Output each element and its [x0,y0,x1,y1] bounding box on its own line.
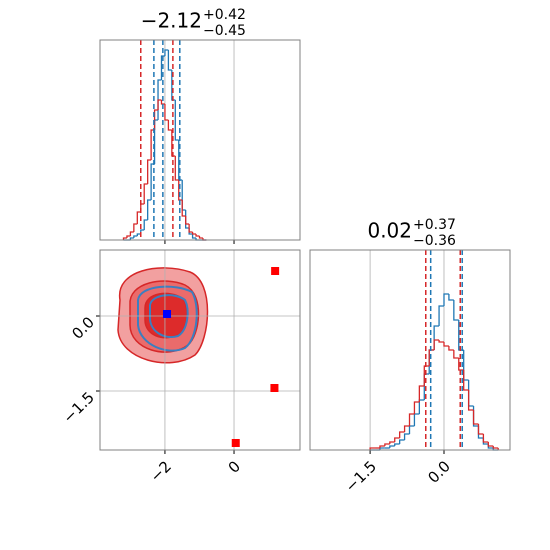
hist-step [188,224,193,233]
title-value: 0.02 [367,219,412,243]
hist-step [167,50,172,71]
hist-step [389,445,395,448]
x-tick-label: −1.5 [342,457,380,495]
hist-step [147,199,152,220]
y-tick-label: −1.5 [60,388,98,426]
hist-step [433,339,440,350]
hist-step [157,99,162,110]
hist-step [482,438,489,445]
hist-step [487,442,494,447]
hist-step [403,425,410,432]
hist-step [428,349,435,366]
hist-step [174,156,179,181]
hist-step [482,434,489,443]
hist-step [438,305,444,326]
hist-step [467,380,474,407]
hist-step [394,437,400,442]
hist-step [164,104,169,121]
hist-step [477,426,484,439]
hist-step [399,431,405,438]
hist-step [472,406,479,427]
hist-step [423,365,430,386]
hist-step [413,401,420,414]
hist-step [384,443,390,446]
hist-step [448,346,454,351]
hist-step [467,390,474,411]
marker [270,384,279,392]
hist-step [198,236,203,239]
axes-frame [99,39,301,241]
x-tick-label: 0 [225,457,244,476]
x-tick-label: −2 [147,457,175,485]
hist-step [174,100,179,141]
hist-step [418,399,425,414]
hist-step [463,350,469,381]
hist-step [438,340,444,343]
hist-step [443,293,449,306]
hist-step [394,443,400,446]
marker [231,439,240,447]
title-upper: +0.42 [203,7,246,23]
axes-frame [99,249,301,451]
hist-step [143,219,148,230]
hist-step [129,231,134,236]
hist-step [164,49,169,56]
hist-step [492,446,499,449]
hist-step [195,234,200,237]
hist-step [136,211,141,224]
contour-blue-outer [137,285,198,352]
hist-step [413,413,420,426]
hist-step [143,183,148,204]
y-tick-label: 0.0 [68,313,98,343]
hist-step [477,424,484,435]
hist-step [408,425,415,434]
hist-step [472,410,479,425]
hist-step [191,232,197,235]
hist-step [433,325,440,350]
hist-step [181,200,186,217]
hist-step [191,234,197,239]
title-lower: −0.36 [413,233,456,249]
hist-step [129,237,134,240]
title-value: −2.12 [141,9,202,33]
hist-step [443,342,449,347]
hist-step [463,370,469,391]
hist-step [133,235,138,238]
x-tick-label: 0.0 [424,457,454,487]
hist-step [403,433,410,440]
hist-step [379,445,385,448]
hist-step [453,300,459,321]
marker [271,267,280,275]
hist-step [178,180,183,201]
hist-step [171,70,176,101]
hist-step [167,120,172,131]
axes-frame [309,249,511,451]
marker [163,310,172,318]
title-upper: +0.37 [413,217,456,233]
hist-step [389,441,395,444]
hist-step [133,223,138,232]
title-lower: −0.45 [203,23,246,39]
hist-step [418,385,425,402]
hist-step [448,294,454,301]
hist-step [185,216,190,225]
hist-step [369,447,376,450]
hist-step [122,237,127,240]
contour-blue-inner [149,294,189,338]
hist-step [408,413,415,426]
density-contours [117,267,209,364]
hist-step [160,100,165,105]
hist-step [160,55,165,80]
hist-step [171,130,176,157]
hist-step [136,233,141,236]
hist-step [126,235,131,238]
hist-step [147,159,152,184]
hist-step [399,439,405,444]
hist-step [453,350,459,359]
